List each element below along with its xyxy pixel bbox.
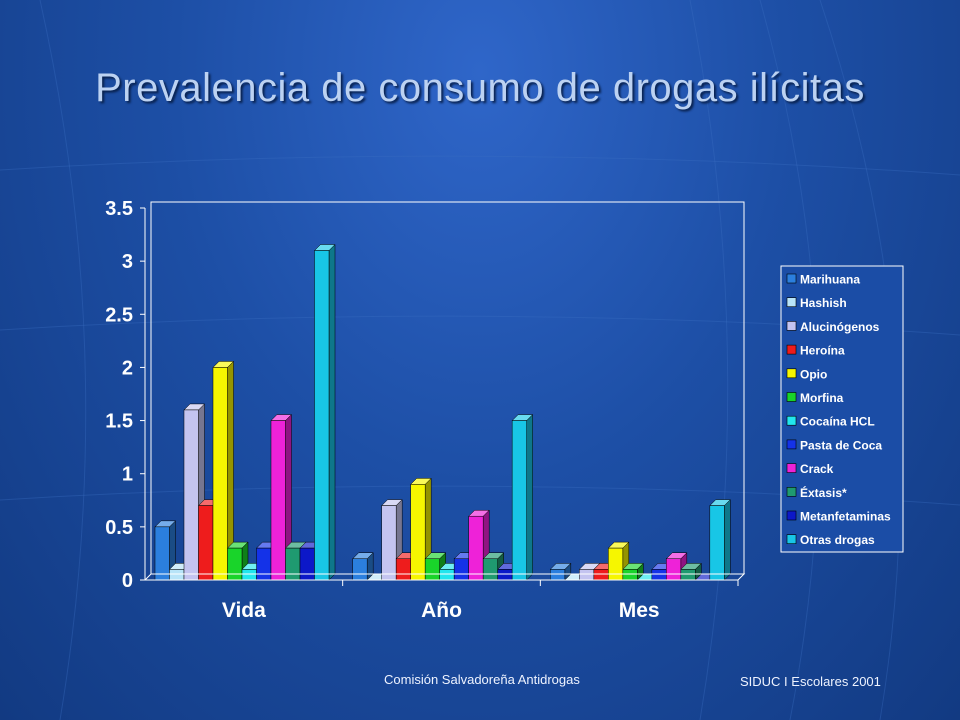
legend-entry: Opio xyxy=(800,367,827,381)
bar xyxy=(709,505,725,581)
legend-box xyxy=(780,265,904,553)
legend-swatch xyxy=(786,273,797,284)
legend-entry: Éxtasis* xyxy=(800,485,847,500)
bar xyxy=(608,547,624,581)
footer-organization: Comisión Salvadoreña Antidrogas xyxy=(384,672,580,687)
bar xyxy=(550,569,566,581)
bar xyxy=(154,526,170,581)
y-tick-label: 0 xyxy=(122,570,133,592)
legend-swatch xyxy=(786,439,797,450)
legend-swatch xyxy=(786,368,797,379)
bar xyxy=(497,569,513,581)
bar xyxy=(285,547,301,581)
x-category-label: Año xyxy=(421,599,462,622)
y-tick-label: 2 xyxy=(122,357,133,379)
page-title: Prevalencia de consumo de drogas ilícita… xyxy=(95,66,865,110)
bar xyxy=(256,547,272,581)
legend-swatch xyxy=(786,344,797,355)
bar xyxy=(169,569,185,581)
bar xyxy=(299,547,315,581)
legend-swatch xyxy=(786,463,797,473)
legend-entry: Cocaína HCL xyxy=(800,415,875,429)
bar xyxy=(198,505,214,581)
legend-entry: Otras drogas xyxy=(800,533,875,547)
bar xyxy=(579,569,595,581)
y-tick-label: 1 xyxy=(122,464,133,486)
bar xyxy=(395,558,411,581)
y-tick-label: 2.5 xyxy=(105,304,133,326)
bar xyxy=(270,420,286,581)
bar xyxy=(453,558,469,581)
bar xyxy=(622,569,638,581)
bar xyxy=(651,569,667,581)
legend-swatch xyxy=(786,297,797,308)
bar xyxy=(666,558,682,581)
x-category-label: Mes xyxy=(619,599,660,622)
bar xyxy=(183,409,199,581)
bar xyxy=(593,569,609,581)
legend-swatch xyxy=(786,534,797,545)
bar xyxy=(511,420,527,581)
y-tick-label: 0.5 xyxy=(105,517,133,539)
bar-side xyxy=(526,413,533,581)
legend-swatch xyxy=(786,321,797,331)
bar xyxy=(482,558,498,581)
bar xyxy=(227,547,243,581)
bar xyxy=(439,569,455,581)
legend: Marihuana Hashish Alucinógenos Heroína Opio M… xyxy=(780,265,904,553)
legend-swatch xyxy=(786,392,797,402)
plot-area xyxy=(154,243,731,581)
bar-side xyxy=(328,243,336,581)
bar-side xyxy=(724,498,731,581)
bar xyxy=(241,569,257,581)
legend-entry: Crack xyxy=(800,462,834,476)
legend-swatch xyxy=(786,486,797,497)
bar xyxy=(410,484,426,581)
legend-entry: Morfina xyxy=(800,391,844,405)
y-tick-label: 3.5 xyxy=(105,198,133,220)
bar xyxy=(352,558,368,581)
bar xyxy=(468,515,484,581)
bar xyxy=(680,569,696,581)
bar xyxy=(424,558,440,581)
y-tick-label: 3 xyxy=(122,251,133,273)
x-category-label: Vida xyxy=(222,599,266,622)
legend-entry: Pasta de Coca xyxy=(800,438,882,452)
legend-swatch xyxy=(786,510,797,521)
bar xyxy=(212,367,228,581)
plot-back-wall xyxy=(150,201,745,575)
footer-source: SIDUC I Escolares 2001 xyxy=(740,674,881,689)
bar xyxy=(314,250,330,581)
legend-entry: Metanfetaminas xyxy=(800,510,891,524)
legend-entry: Marihuana xyxy=(800,273,860,287)
axes: 0 0.5 1 1.5 2 2.5 3 3.5 Vida Año Mes xyxy=(105,198,746,622)
legend-swatch xyxy=(786,415,797,426)
legend-entry: Hashish xyxy=(800,296,847,310)
y-tick-label: 1.5 xyxy=(105,411,133,433)
bar xyxy=(381,505,397,581)
legend-entry: Alucinógenos xyxy=(800,320,880,334)
legend-entry: Heroína xyxy=(800,344,845,358)
